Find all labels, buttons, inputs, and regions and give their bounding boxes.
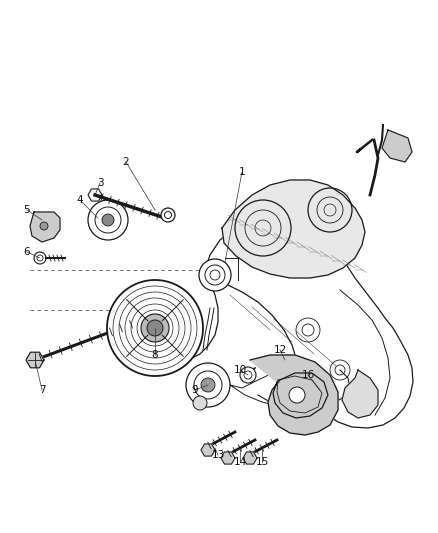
Circle shape [141,314,169,342]
Text: 7: 7 [39,385,45,395]
Text: 16: 16 [301,370,314,380]
Circle shape [34,252,46,264]
Circle shape [107,280,203,376]
Circle shape [147,320,163,336]
Text: 9: 9 [192,385,198,395]
Text: 5: 5 [24,205,30,215]
Polygon shape [243,452,257,464]
Circle shape [289,387,305,403]
Circle shape [240,367,256,383]
Polygon shape [222,180,365,278]
Circle shape [88,200,128,240]
Circle shape [161,208,175,222]
Polygon shape [382,130,412,162]
Circle shape [193,396,207,410]
Circle shape [102,214,114,226]
Text: 15: 15 [255,457,268,467]
Polygon shape [205,212,413,428]
Text: 10: 10 [233,365,247,375]
Polygon shape [26,352,44,368]
Polygon shape [342,370,378,418]
Text: 13: 13 [212,450,225,460]
Circle shape [186,363,230,407]
Circle shape [201,378,215,392]
Circle shape [199,259,231,291]
Text: 1: 1 [239,167,245,177]
Text: 4: 4 [77,195,83,205]
Polygon shape [30,212,60,242]
Polygon shape [201,444,215,456]
Text: 3: 3 [97,178,103,188]
Polygon shape [250,355,338,435]
Text: 14: 14 [233,457,247,467]
Text: 12: 12 [273,345,286,355]
Text: 8: 8 [152,350,158,360]
Text: 6: 6 [24,247,30,257]
Polygon shape [221,452,235,464]
Circle shape [40,222,48,230]
Text: 2: 2 [123,157,129,167]
